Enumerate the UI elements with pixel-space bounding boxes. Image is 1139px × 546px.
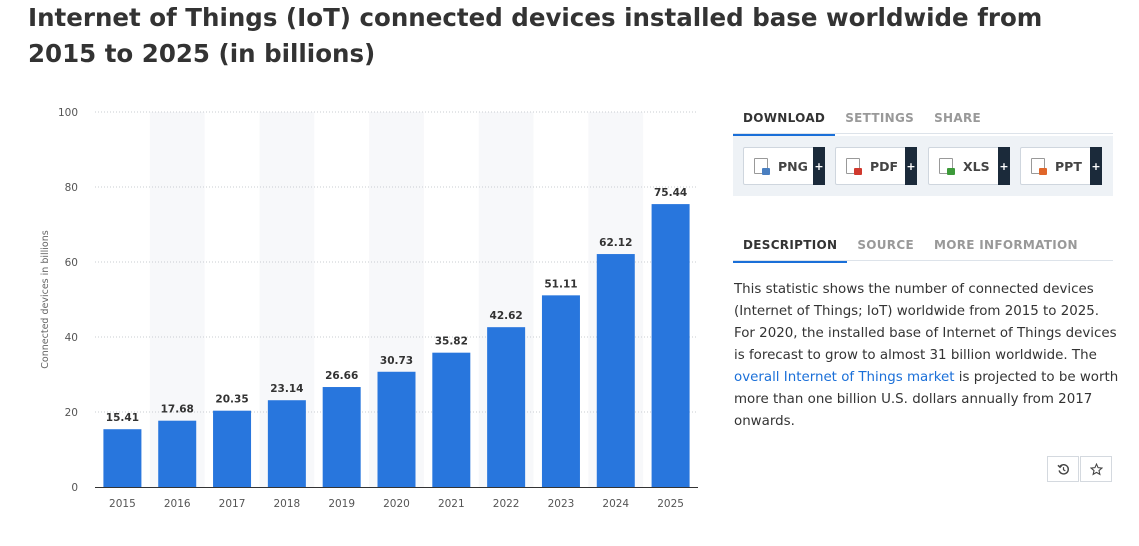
bar-chart: 0 20 40 60 80 100 15.41 17.68 20.35 23.14 26.66 30… (40, 107, 698, 510)
description-text-after: is projected to be worth more than one b… (734, 370, 1119, 429)
data-label-2025: 75.44 (654, 187, 687, 199)
y-tick-label: 20 (65, 407, 78, 419)
xls-label: XLS (963, 158, 990, 174)
y-axis-ticks: 0 20 40 60 80 100 (58, 107, 78, 494)
favorite-button[interactable] (1080, 456, 1112, 482)
y-axis-label: Connected devices in billions (40, 230, 51, 368)
history-button[interactable] (1047, 456, 1079, 482)
data-label-2021: 35.82 (435, 336, 468, 348)
y-tick-label: 100 (58, 107, 78, 119)
x-tick-label-2020: 2020 (383, 498, 410, 510)
xls-plus-icon[interactable]: + (998, 147, 1010, 185)
data-labels: 15.41 17.68 20.35 23.14 26.66 30.73 35.82 42.62… (106, 187, 687, 424)
y-tick-label: 0 (71, 482, 78, 494)
bar-2023 (541, 295, 580, 487)
x-axis-ticks: 2015 2016 2017 2018 2019 2020 2021 2022 2023 2024… (109, 498, 684, 510)
ppt-download-button[interactable]: PPT + (1020, 147, 1102, 185)
bar-2025 (651, 204, 690, 487)
x-tick-label-2021: 2021 (438, 498, 465, 510)
pdf-plus-icon[interactable]: + (905, 147, 917, 185)
pdf-file-icon (846, 158, 862, 175)
download-tabs: DOWNLOAD SETTINGS SHARE (733, 111, 991, 136)
data-label-2019: 26.66 (325, 370, 358, 382)
xls-download-button[interactable]: XLS + (928, 147, 1010, 185)
data-label-2015: 15.41 (106, 412, 139, 424)
tab-settings[interactable]: SETTINGS (845, 111, 915, 125)
bar-2019 (322, 387, 361, 487)
data-label-2024: 62.12 (599, 237, 632, 249)
bar-2022 (487, 327, 526, 487)
info-tabs-divider (733, 260, 1113, 261)
data-label-2023: 51.11 (544, 278, 577, 290)
x-tick-label-2015: 2015 (109, 498, 136, 510)
data-label-2018: 23.14 (270, 383, 303, 395)
pdf-download-button[interactable]: PDF + (835, 147, 917, 185)
bar-2015 (103, 429, 142, 487)
x-tick-label-2019: 2019 (328, 498, 355, 510)
x-tick-label-2023: 2023 (548, 498, 575, 510)
bar-2020 (377, 371, 416, 487)
bars (103, 204, 690, 487)
description-text-before: This statistic shows the number of conne… (734, 282, 1117, 363)
x-tick-label-2025: 2025 (657, 498, 684, 510)
bar-2018 (267, 400, 306, 487)
png-plus-icon[interactable]: + (813, 147, 825, 185)
xls-file-icon (939, 158, 955, 175)
x-tick-label-2016: 2016 (164, 498, 191, 510)
png-download-button[interactable]: PNG + (743, 147, 825, 185)
download-tabs-divider (733, 133, 1113, 134)
png-file-icon (754, 158, 770, 175)
ppt-file-icon (1031, 158, 1047, 175)
bar-2021 (432, 352, 471, 487)
pdf-label: PDF (870, 158, 899, 174)
png-label: PNG (778, 158, 808, 174)
x-tick-label-2022: 2022 (493, 498, 520, 510)
ppt-label: PPT (1055, 158, 1082, 174)
history-icon (1056, 463, 1069, 475)
bar-2024 (596, 254, 635, 487)
star-icon (1089, 462, 1103, 475)
data-label-2017: 20.35 (215, 394, 248, 406)
x-tick-label-2018: 2018 (273, 498, 300, 510)
page-title: Internet of Things (IoT) connected devic… (28, 3, 1043, 68)
tab-more-information[interactable]: MORE INFORMATION (933, 238, 1078, 252)
description-text: This statistic shows the number of conne… (734, 279, 1119, 433)
ppt-plus-icon[interactable]: + (1090, 147, 1102, 185)
tab-share[interactable]: SHARE (934, 111, 981, 125)
tab-source[interactable]: SOURCE (857, 238, 914, 252)
info-tabs: DESCRIPTION SOURCE MORE INFORMATION (733, 238, 1088, 263)
tab-download[interactable]: DOWNLOAD (733, 111, 836, 136)
y-tick-label: 40 (65, 332, 78, 344)
x-tick-label-2017: 2017 (219, 498, 246, 510)
data-label-2016: 17.68 (161, 404, 194, 416)
y-tick-label: 60 (65, 257, 78, 269)
x-tick-label-2024: 2024 (602, 498, 629, 510)
data-label-2020: 30.73 (380, 355, 413, 367)
iot-market-link[interactable]: overall Internet of Things market (734, 370, 955, 385)
download-panel: PNG + PDF + XLS + PPT + (733, 136, 1113, 196)
bar-2017 (213, 410, 252, 487)
bar-2016 (158, 420, 197, 487)
data-label-2022: 42.62 (490, 310, 523, 322)
tab-description[interactable]: DESCRIPTION (733, 238, 848, 263)
y-tick-label: 80 (65, 182, 78, 194)
